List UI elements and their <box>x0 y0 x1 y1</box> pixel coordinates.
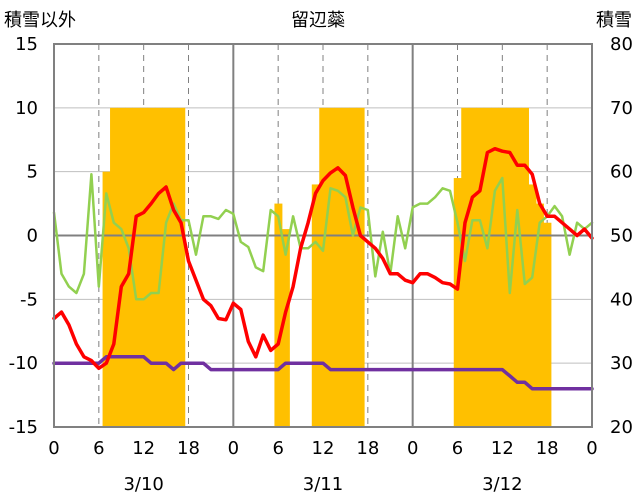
series-line-red <box>52 146 594 371</box>
x-tick-label: 12 <box>132 438 155 459</box>
left-tick-label: -5 <box>20 289 38 310</box>
x-tick-label: 0 <box>228 438 239 459</box>
date-label: 3/12 <box>482 474 522 495</box>
x-tick-label: 0 <box>407 438 418 459</box>
left-axis-ticks: 15 10 5 0 -5 -10 -15 <box>9 34 38 438</box>
left-tick-label: 5 <box>27 162 38 183</box>
x-tick-label: 18 <box>536 438 559 459</box>
x-tick-label: 12 <box>491 438 514 459</box>
snow-bar <box>319 107 328 427</box>
snow-bar <box>528 184 537 427</box>
snow-bar <box>468 107 477 427</box>
series-line-purple <box>52 355 594 391</box>
snow-bar <box>461 107 470 427</box>
snow-bar <box>513 107 522 427</box>
snow-bar <box>491 107 500 427</box>
right-tick-label: 30 <box>610 353 633 374</box>
x-tick-label: 18 <box>356 438 379 459</box>
right-tick-label: 60 <box>610 162 633 183</box>
date-labels: 3/10 3/11 3/12 <box>123 474 522 495</box>
series-line-green <box>52 172 594 301</box>
right-tick-label: 80 <box>610 34 633 55</box>
snow-bar <box>453 178 462 427</box>
snow-bar <box>521 107 529 427</box>
snow-bar <box>506 107 515 427</box>
snow-bar <box>498 107 507 427</box>
snow-bar <box>117 107 126 427</box>
snow-depth-bars <box>102 107 552 427</box>
snow-bar <box>162 107 171 427</box>
right-tick-label: 40 <box>610 289 633 310</box>
snow-bar <box>274 203 283 427</box>
x-tick-label: 6 <box>452 438 463 459</box>
date-label: 3/11 <box>303 474 343 495</box>
right-axis-label: 積雪 <box>596 10 632 31</box>
plot-frame <box>53 43 593 428</box>
date-label: 3/10 <box>123 474 163 495</box>
snow-bar <box>132 107 141 427</box>
snow-bar <box>476 107 485 427</box>
left-tick-label: -15 <box>9 417 38 438</box>
x-tick-label: 18 <box>177 438 200 459</box>
snow-bar <box>543 222 552 427</box>
left-tick-label: 0 <box>27 226 38 247</box>
snow-bar <box>169 107 178 427</box>
snow-bar <box>177 107 186 427</box>
snow-bar <box>356 107 365 427</box>
left-tick-label: 15 <box>15 34 38 55</box>
right-tick-label: 20 <box>610 417 633 438</box>
snow-bar <box>326 107 335 427</box>
snow-bar <box>139 107 148 427</box>
series-lines <box>52 146 594 391</box>
right-tick-label: 70 <box>610 98 633 119</box>
snow-bar <box>110 107 119 427</box>
x-tick-label: 6 <box>93 438 104 459</box>
left-tick-label: 10 <box>15 98 38 119</box>
right-axis-ticks: 80 70 60 50 40 30 20 <box>610 34 633 438</box>
snow-bar <box>311 184 320 427</box>
snow-bar <box>154 107 163 427</box>
snow-bar <box>281 229 290 427</box>
x-tick-label: 12 <box>312 438 335 459</box>
chart-title: 留辺蘂 <box>291 10 345 31</box>
snow-bar <box>349 107 358 427</box>
right-tick-label: 50 <box>610 226 633 247</box>
left-axis-label: 積雪以外 <box>4 10 76 31</box>
snow-bar <box>341 107 350 427</box>
snow-bar <box>535 203 544 427</box>
x-tick-label: 0 <box>586 438 597 459</box>
snow-bar <box>483 107 492 427</box>
snow-bar <box>147 107 156 427</box>
left-tick-label: -10 <box>9 353 38 374</box>
x-tick-label: 6 <box>272 438 283 459</box>
snow-bar <box>334 107 343 427</box>
plot-border <box>53 43 593 428</box>
x-tick-label: 0 <box>48 438 59 459</box>
snow-bar <box>102 171 111 427</box>
x-axis-ticks: 0 6 12 18 0 6 12 18 0 6 12 18 0 <box>48 438 597 459</box>
